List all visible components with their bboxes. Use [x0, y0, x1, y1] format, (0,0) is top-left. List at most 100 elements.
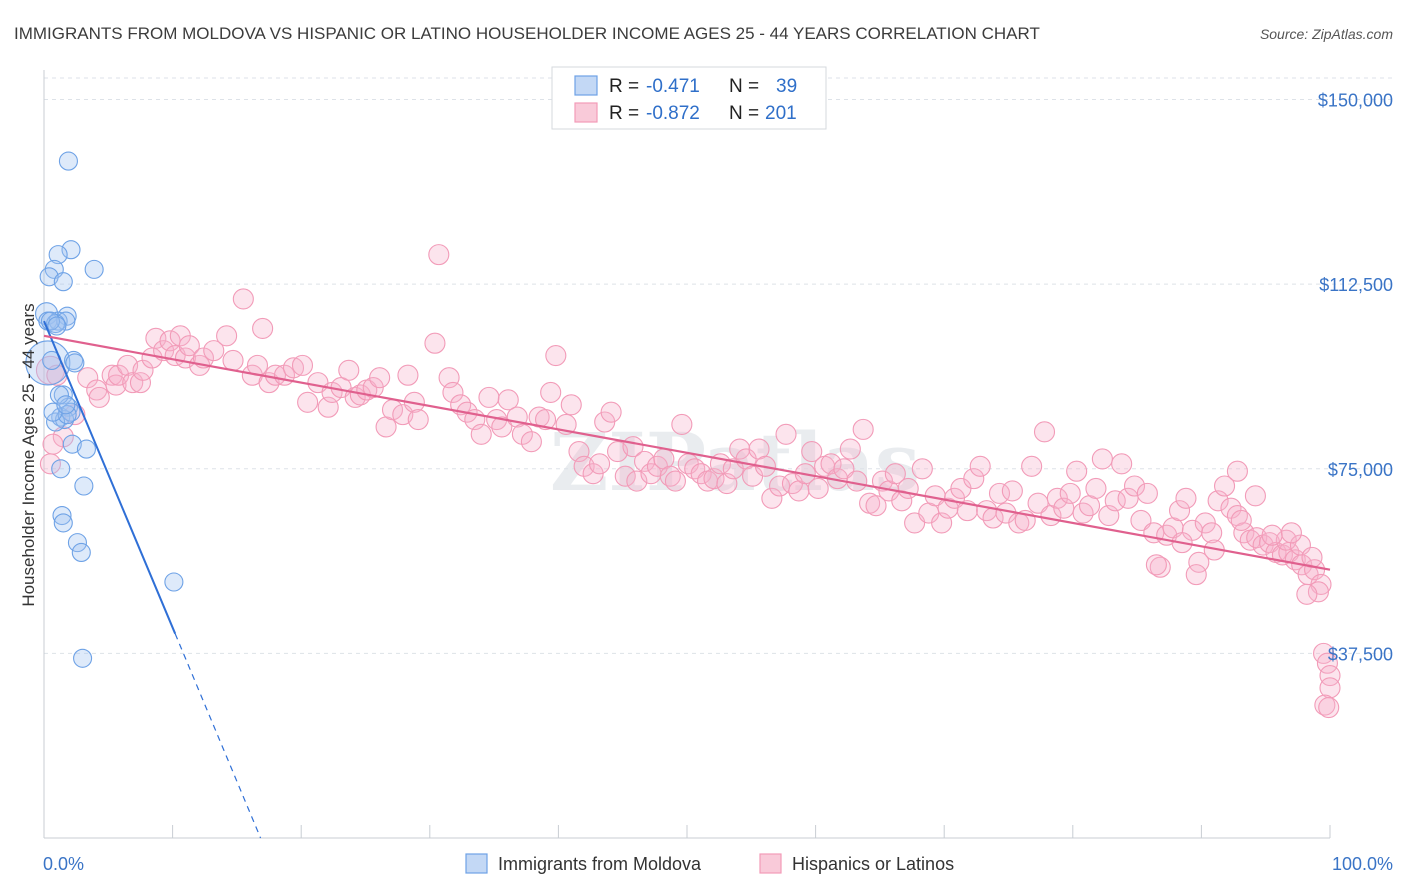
hispanic-point-15 [132, 359, 154, 381]
hispanic-point-159 [1104, 490, 1126, 512]
y-tick-label-112500: $112,500 [1319, 275, 1393, 295]
moldova-trend-line [43, 320, 177, 635]
hispanic-point-72 [540, 381, 562, 404]
hispanic-point-54 [407, 408, 429, 431]
hispanic-point-153 [1066, 460, 1088, 482]
moldova-point-6 [39, 267, 59, 287]
moldova-point-7 [53, 272, 73, 292]
hispanic-point-27 [216, 325, 238, 347]
hispanic-point-68 [511, 423, 533, 445]
legend-r-label-hispanic: R = [609, 103, 639, 124]
hispanic-point-23 [178, 335, 200, 357]
hispanic-point-63 [478, 386, 500, 408]
legend-n-value-moldova: 39 [776, 76, 797, 97]
hispanic-point-113 [807, 477, 829, 500]
hispanic-point-62 [470, 423, 492, 445]
hispanic-point-143 [1001, 480, 1023, 502]
hispanic-point-122 [865, 495, 887, 517]
hispanic-point-26 [203, 340, 225, 362]
hispanic-point-170 [1175, 487, 1197, 509]
moldova-point-38 [56, 395, 76, 415]
hispanic-point-198 [1296, 583, 1318, 605]
hispanic-point-156 [1085, 477, 1107, 500]
hispanic-point-164 [1136, 482, 1158, 504]
hispanic-point-160 [1111, 453, 1133, 475]
hispanic-point-152 [1059, 482, 1081, 504]
hispanic-point-52 [397, 364, 419, 386]
hispanic-point-129 [911, 458, 933, 480]
hispanic-point-36 [282, 357, 305, 379]
moldova-point-29 [67, 533, 87, 553]
hispanic-point-32 [252, 317, 274, 340]
chart-title: IMMIGRANTS FROM MOLDOVA VS HISPANIC OR L… [14, 24, 1040, 43]
moldova-point-35 [65, 353, 85, 373]
hispanic-point-85 [626, 470, 648, 492]
legend-bottom-label-moldova: Immigrants from Moldova [498, 854, 702, 874]
hispanic-point-169 [1168, 500, 1191, 522]
moldova-point-28 [53, 513, 73, 533]
hispanic-point-166 [1149, 556, 1171, 578]
moldova-point-31 [164, 572, 184, 592]
hispanic-point-174 [1201, 522, 1223, 544]
hispanic-point-75 [560, 394, 582, 416]
hispanic-point-79 [589, 453, 611, 475]
y-tick-label-150000: $150,000 [1318, 91, 1393, 111]
hispanic-point-29 [232, 288, 254, 310]
moldova-point-25 [51, 459, 71, 479]
hispanic-point-127 [897, 477, 919, 500]
hispanic-point-6 [77, 367, 99, 389]
chart-source: Source: ZipAtlas.com [1260, 26, 1393, 42]
legend-bottom: Immigrants from Moldova Hispanics or Lat… [465, 853, 954, 874]
hispanic-point-55 [424, 332, 446, 354]
hispanic-point-28 [222, 349, 244, 372]
hispanic-point-69 [520, 431, 542, 453]
hispanic-point-162 [1123, 475, 1146, 497]
hispanic-point-43 [338, 359, 360, 381]
hispanic-point-56 [428, 244, 450, 266]
hispanic-point-108 [775, 423, 797, 445]
y-axis-label: Householder Income Ages 25 - 44 years [19, 303, 38, 606]
hispanic-point-206 [1261, 524, 1283, 546]
hispanic-point-81 [600, 401, 622, 423]
hispanic-point-176 [1213, 475, 1236, 497]
legend-r-label-moldova: R = [609, 76, 639, 97]
hispanic-point-137 [963, 468, 985, 490]
legend-n-label-hispanic: N = [729, 103, 759, 124]
hispanic-point-210 [1145, 554, 1167, 576]
legend-n-value-hispanic: 201 [765, 103, 797, 124]
hispanic-point-106 [761, 487, 783, 509]
hispanic-point-77 [573, 455, 595, 477]
hispanic-point-141 [988, 482, 1011, 504]
legend-r-value-moldova: -0.471 [646, 76, 700, 97]
hispanic-point-148 [1033, 421, 1056, 443]
hispanic-point-65 [491, 416, 513, 438]
moldova-point-23 [62, 434, 82, 454]
hispanic-point-117 [833, 458, 855, 480]
scatter-points [25, 151, 1341, 719]
legend-swatch-moldova [574, 75, 598, 96]
hispanic-point-146 [1021, 455, 1043, 477]
hispanic-point-73 [545, 344, 567, 367]
hispanic-point-71 [534, 408, 557, 431]
legend-bottom-swatch-hispanic [759, 853, 782, 874]
hispanic-point-207 [1230, 509, 1252, 532]
hispanic-point-125 [884, 463, 906, 485]
moldova-trend-extension [174, 633, 262, 839]
x-tick-label-max: 100.0% [1332, 854, 1393, 874]
moldova-point-21 [49, 385, 69, 405]
legend-top: R = -0.471 N = 39 R = -0.872 N = 201 [551, 66, 827, 130]
moldova-point-36 [47, 316, 67, 336]
hispanic-point-138 [969, 455, 991, 477]
moldova-point-4 [84, 259, 104, 279]
legend-swatch-hispanic [574, 102, 598, 123]
legend-bottom-swatch-moldova [465, 853, 488, 874]
hispanic-point-91 [664, 470, 686, 492]
y-tick-label-37500: $37,500 [1328, 644, 1393, 664]
y-tick-labels: $37,500 $75,000 $112,500 $150,000 [1318, 91, 1393, 665]
x-tick-label-min: 0.0% [43, 854, 84, 874]
trend-lines [43, 320, 1331, 839]
hispanic-point-48 [369, 367, 391, 389]
moldova-point-27 [52, 505, 72, 526]
hispanic-point-205 [1280, 522, 1302, 544]
